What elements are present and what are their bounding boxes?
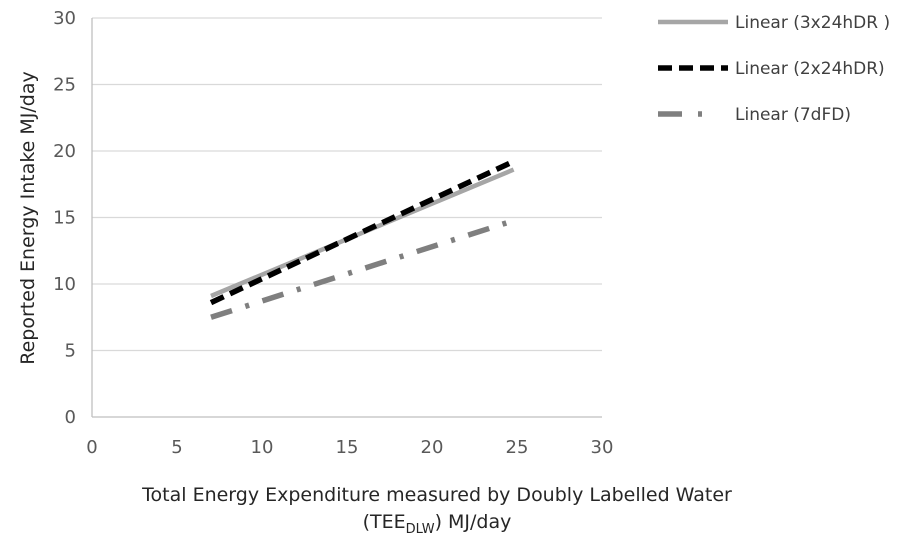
series-lines (209, 160, 515, 320)
x-tick-label: 30 (591, 437, 614, 458)
y-tick-label: 30 (53, 8, 76, 29)
y-axis-title: Reported Energy Intake MJ/day (17, 71, 39, 364)
x-tick-label: 0 (86, 437, 97, 458)
axes (91, 18, 602, 418)
y-tick-label: 20 (53, 141, 76, 162)
legend-label-3: Linear (7dFD) (735, 105, 851, 125)
series-line-2 (209, 160, 512, 306)
gridlines (92, 17, 602, 352)
tick-labels: 0 5 10 15 20 25 30 0 5 10 15 20 25 30 (53, 8, 613, 458)
legend-label-2: Linear (2x24hDR) (735, 59, 885, 79)
x-axis-title-suffix: ) MJ/day (435, 511, 512, 533)
x-axis-title-line2: (TEEDLW) MJ/day (363, 511, 512, 536)
legend: Linear (3x24hDR ) Linear (2x24hDR) Linear … (658, 13, 890, 125)
x-tick-label: 25 (506, 437, 529, 458)
series-line-3 (210, 220, 508, 320)
x-axis-title: Total Energy Expenditure measured by Dou… (141, 484, 732, 506)
y-tick-label: 0 (65, 407, 76, 428)
legend-label-1: Linear (3x24hDR ) (735, 13, 890, 33)
series-line-1 (210, 167, 515, 299)
y-tick-label: 25 (53, 75, 76, 96)
x-tick-label: 15 (336, 437, 359, 458)
x-axis-title-prefix: (TEE (363, 511, 406, 533)
y-tick-label: 5 (65, 341, 76, 362)
x-tick-label: 20 (421, 437, 444, 458)
x-axis-title-subscript: DLW (406, 522, 435, 536)
y-tick-label: 15 (53, 208, 76, 229)
x-tick-label: 5 (171, 437, 182, 458)
y-tick-label: 10 (53, 274, 76, 295)
x-tick-label: 10 (251, 437, 274, 458)
